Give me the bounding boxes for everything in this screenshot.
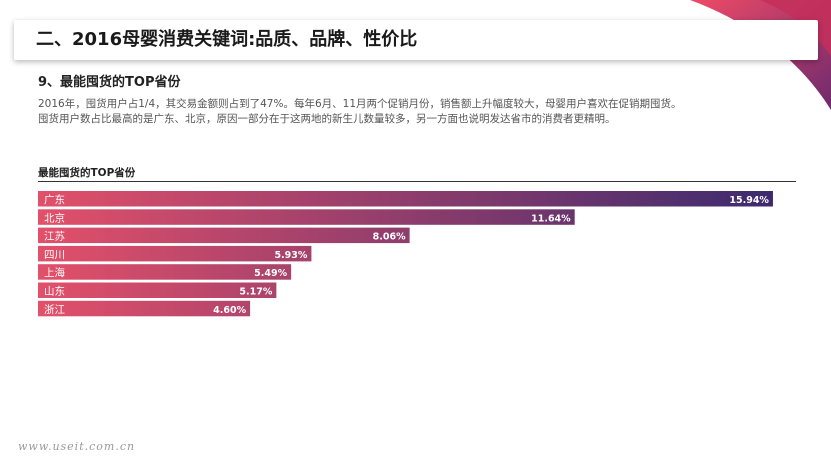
category-label: 北京 xyxy=(44,211,65,224)
description-line-1: 2016年，囤货用户占1/4，其交易金额则占到了47%。每年6月、11月两个促销… xyxy=(38,98,682,110)
value-label: 8.06% xyxy=(373,232,406,243)
bar-7 xyxy=(38,300,251,317)
description-line-2: 囤货用户数占比最高的是广东、北京，原因一部分在于这两地的新生儿数量较多，另一方面… xyxy=(38,113,616,125)
bar-2 xyxy=(38,209,575,225)
chart-divider xyxy=(38,181,796,182)
watermark: www.useit.com.cn xyxy=(18,440,136,453)
category-label: 江苏 xyxy=(44,230,65,243)
title-bar: 二、2016母婴消费关键词:品质、品牌、性价比 xyxy=(14,20,818,60)
section-title: 9、最能囤货的TOP省份 xyxy=(38,75,181,90)
bar-6 xyxy=(38,282,277,298)
page-title: 二、2016母婴消费关键词:品质、品牌、性价比 xyxy=(36,29,418,50)
value-label: 4.60% xyxy=(213,305,246,316)
bar-4 xyxy=(38,245,312,262)
bar-1 xyxy=(38,191,773,207)
category-label: 山东 xyxy=(44,285,65,298)
bar-3 xyxy=(38,227,410,244)
value-label: 5.93% xyxy=(274,250,307,261)
chart-title: 最能囤货的TOP省份 xyxy=(38,167,136,179)
category-label: 上海 xyxy=(44,266,65,279)
bar-5 xyxy=(38,264,292,280)
description: 2016年，囤货用户占1/4，其交易金额则占到了47%。每年6月、11月两个促销… xyxy=(38,97,808,127)
category-label: 广东 xyxy=(44,193,65,206)
value-label: 5.49% xyxy=(254,268,287,279)
category-label: 浙江 xyxy=(44,304,65,316)
value-label: 11.64% xyxy=(531,213,571,224)
value-label: 5.17% xyxy=(239,287,272,298)
bar-chart: 广东 15.94% 北京 11.64% 江苏 8.06% 四川 5.93% 上海 5.49% 山东 5… xyxy=(38,191,773,317)
category-label: 四川 xyxy=(44,249,65,261)
value-label: 15.94% xyxy=(729,195,769,206)
